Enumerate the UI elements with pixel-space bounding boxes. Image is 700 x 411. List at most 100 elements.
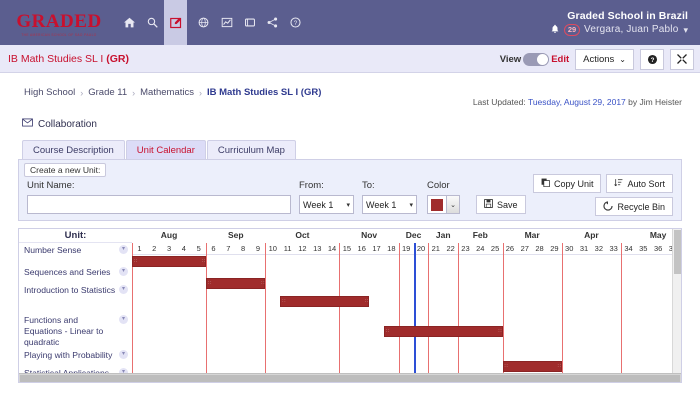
- notification-badge[interactable]: 29: [564, 23, 581, 36]
- edit-icon[interactable]: [164, 0, 187, 45]
- bar-resize-handle-right[interactable]: ∷: [632, 382, 635, 383]
- chevron-down-icon[interactable]: ▾: [119, 267, 128, 276]
- breadcrumb: High School › Grade 11 › Mathematics › I…: [18, 73, 682, 104]
- globe-icon[interactable]: [192, 0, 215, 45]
- week-number-label: 18: [387, 244, 396, 253]
- bar-resize-handle-right[interactable]: ∷: [557, 363, 561, 369]
- brand-logo[interactable]: GRADED THE AMERICAN SCHOOL OF SAO PAULO: [0, 0, 118, 45]
- bar-resize-handle-left[interactable]: ∷: [385, 328, 389, 334]
- gantt-bar[interactable]: ∷∷: [502, 361, 562, 372]
- to-week-select[interactable]: Week 1 ▾: [362, 195, 417, 214]
- chevron-down-icon[interactable]: ▾: [119, 315, 128, 324]
- unit-row[interactable]: Introduction to Statistics ▾: [19, 283, 132, 313]
- bar-resize-handle-left[interactable]: ∷: [282, 298, 285, 304]
- bar-resize-handle-left[interactable]: ∷: [208, 280, 211, 286]
- gantt-horizontal-scrollbar[interactable]: [19, 373, 681, 382]
- save-button[interactable]: Save: [476, 195, 526, 214]
- course-toolbar: IB Math Studies SL I (GR) View Edit Acti…: [0, 45, 700, 73]
- chevron-down-icon[interactable]: ▾: [683, 24, 688, 35]
- unit-name-label: Number Sense: [24, 245, 82, 255]
- recycle-bin-label: Recycle Bin: [617, 201, 665, 212]
- chevron-down-icon[interactable]: ▾: [119, 245, 128, 254]
- auto-sort-button[interactable]: Auto Sort: [606, 174, 673, 193]
- from-field-group: From: Week 1 ▾: [299, 180, 354, 214]
- user-row: 29 Vergara, Juan Pablo ▾: [550, 23, 688, 37]
- recycle-icon: [603, 200, 614, 213]
- brand-tagline: THE AMERICAN SCHOOL OF SAO PAULO: [21, 32, 97, 37]
- week-header-row: 1 2 3 4 5 6 7 8 9 10 11 12 13 14 15 16 17 18 19 20 21 22 23 24 2…: [132, 243, 681, 255]
- bell-icon[interactable]: [550, 23, 560, 37]
- color-field-group: Color ⌄: [427, 180, 460, 214]
- week-number-label: 3: [166, 244, 172, 253]
- chevron-down-icon[interactable]: ▾: [119, 368, 128, 377]
- chart-icon[interactable]: [215, 0, 238, 45]
- breadcrumb-item-high-school[interactable]: High School: [24, 87, 76, 98]
- bar-resize-handle-left[interactable]: ∷: [134, 258, 137, 264]
- actions-dropdown[interactable]: Actions ⌄: [575, 48, 634, 70]
- tab-unit-calendar[interactable]: Unit Calendar: [125, 140, 206, 160]
- unit-row[interactable]: Sequences and Series ▾: [19, 265, 132, 283]
- unit-row[interactable]: Functions and Equations - Linear to quad…: [19, 313, 132, 348]
- color-picker[interactable]: ⌄: [427, 195, 460, 214]
- user-name[interactable]: Vergara, Juan Pablo: [584, 23, 679, 35]
- nav-icon-group: ?: [118, 0, 307, 45]
- scrollbar-thumb[interactable]: [20, 375, 680, 382]
- scrollbar-thumb[interactable]: [674, 230, 681, 274]
- gantt-bar[interactable]: ∷∷: [206, 278, 266, 289]
- unit-name-label: Unit Name:: [27, 180, 75, 191]
- bar-resize-handle-right[interactable]: ∷: [201, 258, 205, 264]
- gantt-bar[interactable]: ∷∷: [383, 326, 503, 337]
- bar-resize-handle-right[interactable]: ∷: [364, 298, 368, 304]
- book-icon[interactable]: [238, 0, 261, 45]
- tab-curriculum-map[interactable]: Curriculum Map: [206, 140, 296, 160]
- copy-unit-button[interactable]: Copy Unit: [532, 174, 602, 193]
- collaboration-link[interactable]: Collaboration: [18, 104, 682, 130]
- breadcrumb-separator-icon: ›: [199, 87, 202, 98]
- bar-resize-handle-left[interactable]: ∷: [504, 363, 508, 369]
- search-icon[interactable]: [141, 0, 164, 45]
- week-number-label: 21: [431, 244, 440, 253]
- gantt-bar[interactable]: ∷∷: [132, 256, 207, 267]
- gantt-bar[interactable]: ∷∷: [280, 296, 370, 307]
- help-button[interactable]: ?: [640, 48, 664, 70]
- course-title-code: (GR): [106, 52, 129, 65]
- expand-fullscreen-button[interactable]: [670, 48, 694, 70]
- breadcrumb-item-grade-11[interactable]: Grade 11: [88, 87, 128, 98]
- week-number-label: 33: [609, 244, 618, 253]
- unit-name-input[interactable]: [27, 195, 291, 214]
- month-header-row: AugSepOctNovDecJanFebMarAprMayJun: [132, 229, 681, 243]
- unit-name-label: Sequences and Series: [24, 267, 111, 277]
- view-edit-toggle[interactable]: [523, 52, 550, 66]
- breadcrumb-item-current-course[interactable]: IB Math Studies SL I (GR): [207, 87, 322, 98]
- week-number-label: 32: [594, 244, 604, 253]
- color-swatch-box[interactable]: [427, 195, 447, 214]
- unit-row[interactable]: Number Sense ▾: [19, 243, 132, 265]
- gantt-vertical-scrollbar[interactable]: ▼: [672, 229, 681, 382]
- copy-icon: [541, 178, 550, 189]
- home-icon[interactable]: [118, 0, 141, 45]
- bar-resize-handle-right[interactable]: ∷: [261, 280, 264, 286]
- color-dropdown-arrow-icon[interactable]: ⌄: [447, 195, 460, 214]
- week-number-label: 36: [653, 244, 663, 253]
- course-toolbar-actions: View Edit Actions ⌄ ?: [500, 45, 694, 73]
- bar-resize-handle-right[interactable]: ∷: [498, 328, 501, 334]
- unit-row[interactable]: Playing with Probability ▾: [19, 348, 132, 366]
- tab-course-description[interactable]: Course Description: [22, 140, 125, 160]
- bar-resize-handle-left[interactable]: ∷: [564, 382, 567, 383]
- breadcrumb-item-mathematics[interactable]: Mathematics: [140, 87, 194, 98]
- help-icon[interactable]: ?: [284, 0, 307, 45]
- chevron-down-icon: ▾: [409, 201, 413, 209]
- create-new-unit-label[interactable]: Create a new Unit:: [24, 163, 107, 177]
- week-number-label: 8: [241, 244, 246, 253]
- recycle-bin-button[interactable]: Recycle Bin: [595, 197, 673, 216]
- share-icon[interactable]: [261, 0, 284, 45]
- week-number-label: 31: [579, 244, 589, 253]
- from-week-select[interactable]: Week 1 ▾: [299, 195, 354, 214]
- chevron-down-icon[interactable]: ▾: [119, 285, 128, 294]
- week-number-label: 25: [490, 244, 500, 253]
- week-number-label: 10: [268, 244, 277, 253]
- chevron-down-icon[interactable]: ▾: [119, 350, 128, 359]
- gantt-unit-column: Unit: Number Sense ▾ Sequences and Series ▾…: [19, 229, 132, 382]
- month-gridline: [339, 243, 341, 382]
